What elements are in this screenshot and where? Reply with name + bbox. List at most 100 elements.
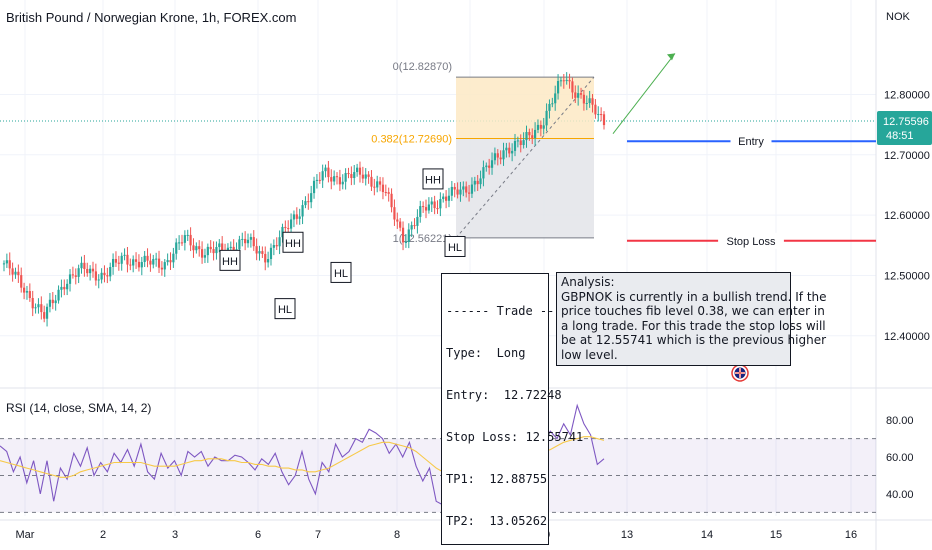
candle-body — [28, 291, 31, 299]
candle-body — [57, 289, 60, 301]
candle-body — [252, 237, 255, 247]
candle-body — [341, 181, 344, 185]
candle-body — [304, 201, 307, 206]
candle-body — [376, 181, 379, 188]
candle-body — [594, 104, 597, 115]
time-tick: 13 — [621, 529, 633, 541]
structure-label: HH — [222, 256, 238, 268]
candle-body — [51, 299, 54, 304]
candle-body — [126, 254, 129, 265]
candle-body — [424, 207, 428, 211]
structure-label: HL — [448, 242, 462, 254]
candle-body — [513, 141, 517, 151]
candle-body — [244, 238, 247, 244]
candle-body — [22, 287, 26, 293]
candle-body — [307, 201, 310, 203]
candle-body — [149, 260, 152, 265]
candle-body — [264, 253, 267, 263]
candle-body — [534, 129, 537, 138]
structure-label-box — [330, 261, 352, 283]
time-tick: 15 — [770, 529, 782, 541]
candle-body — [132, 259, 135, 266]
candle-body — [80, 262, 83, 269]
candle-body — [206, 246, 209, 256]
candle-body — [123, 254, 126, 256]
candle-body — [180, 242, 184, 244]
time-tick: 7 — [315, 529, 321, 541]
candle-body — [160, 267, 163, 270]
candle-body — [353, 172, 356, 179]
candle-body — [103, 272, 106, 276]
fib-trendline — [455, 76, 595, 239]
candle-body — [152, 258, 155, 265]
candlestick-series — [2, 72, 606, 327]
candle-body — [485, 165, 488, 168]
candle-body — [278, 237, 281, 247]
candle-body — [490, 160, 494, 168]
candle-body — [25, 291, 29, 293]
candle-body — [574, 92, 577, 98]
candle-body — [528, 131, 531, 136]
candle-body — [195, 246, 198, 251]
candle-body — [493, 153, 497, 161]
analysis-line: Analysis: — [561, 275, 615, 289]
candle-body — [499, 157, 502, 160]
candle-body — [367, 174, 370, 177]
candle-body — [387, 192, 390, 194]
candle-body — [166, 260, 169, 263]
candle-body — [146, 255, 149, 261]
candle-body — [467, 192, 471, 194]
candle-body — [562, 80, 565, 82]
candle-body — [249, 237, 252, 240]
candle-body — [200, 249, 204, 258]
candle-body — [77, 268, 80, 277]
chart-title: British Pound / Norwegian Krone, 1h, FOR… — [6, 10, 297, 25]
fib-upper-zone — [456, 77, 594, 139]
candle-body — [31, 298, 34, 309]
candle-body — [120, 255, 123, 264]
candle-body — [295, 214, 298, 219]
candle-body — [37, 304, 40, 308]
trade-line: Entry: 12.72248 — [446, 388, 562, 402]
candle-body — [183, 235, 186, 243]
rsi-tick: 80.00 — [886, 415, 914, 427]
candle-body — [189, 234, 192, 246]
candle-body — [68, 274, 72, 284]
rsi-tick: 40.00 — [886, 489, 914, 501]
structure-label: HL — [334, 268, 348, 280]
time-tick: 2 — [100, 529, 106, 541]
candle-body — [571, 81, 574, 93]
candle-body — [554, 93, 557, 104]
candle-body — [255, 246, 258, 254]
candle-body — [275, 245, 278, 247]
analysis-line: price touches fib level 0.38, we can ent… — [561, 304, 825, 319]
candle-body — [559, 80, 563, 82]
trade-lines: Entry Stop Loss — [612, 53, 876, 249]
trade-details-box: ------ Trade ------ Type: Long Entry: 12… — [441, 273, 583, 545]
candle-body — [287, 228, 290, 230]
candle-body — [430, 201, 433, 205]
candle-body — [192, 245, 195, 251]
candle-body — [17, 271, 20, 276]
candle-body — [157, 258, 161, 268]
candle-body — [261, 251, 264, 254]
candle-body — [11, 268, 14, 275]
candle-body — [89, 268, 92, 274]
price-axis: NOK 12.40000 12.50000 12.60000 12.70000 12.80… — [877, 11, 932, 343]
candle-body — [453, 186, 456, 190]
candle-body — [333, 176, 336, 182]
candle-body — [114, 259, 118, 263]
current-price: 12.75596 — [883, 116, 929, 128]
flag-icon[interactable] — [731, 364, 749, 382]
candle-body — [399, 221, 402, 228]
rsi-title: RSI (14, close, SMA, 14, 2) — [6, 401, 151, 415]
candle-body — [315, 179, 319, 181]
arrow-head-icon — [667, 53, 675, 61]
candle-body — [588, 98, 591, 104]
candle-body — [582, 94, 586, 104]
trade-line: Type: Long — [446, 346, 526, 360]
candle-body — [416, 216, 419, 226]
fib-label: 1(12.56221) — [393, 233, 452, 245]
candle-body — [525, 131, 528, 141]
